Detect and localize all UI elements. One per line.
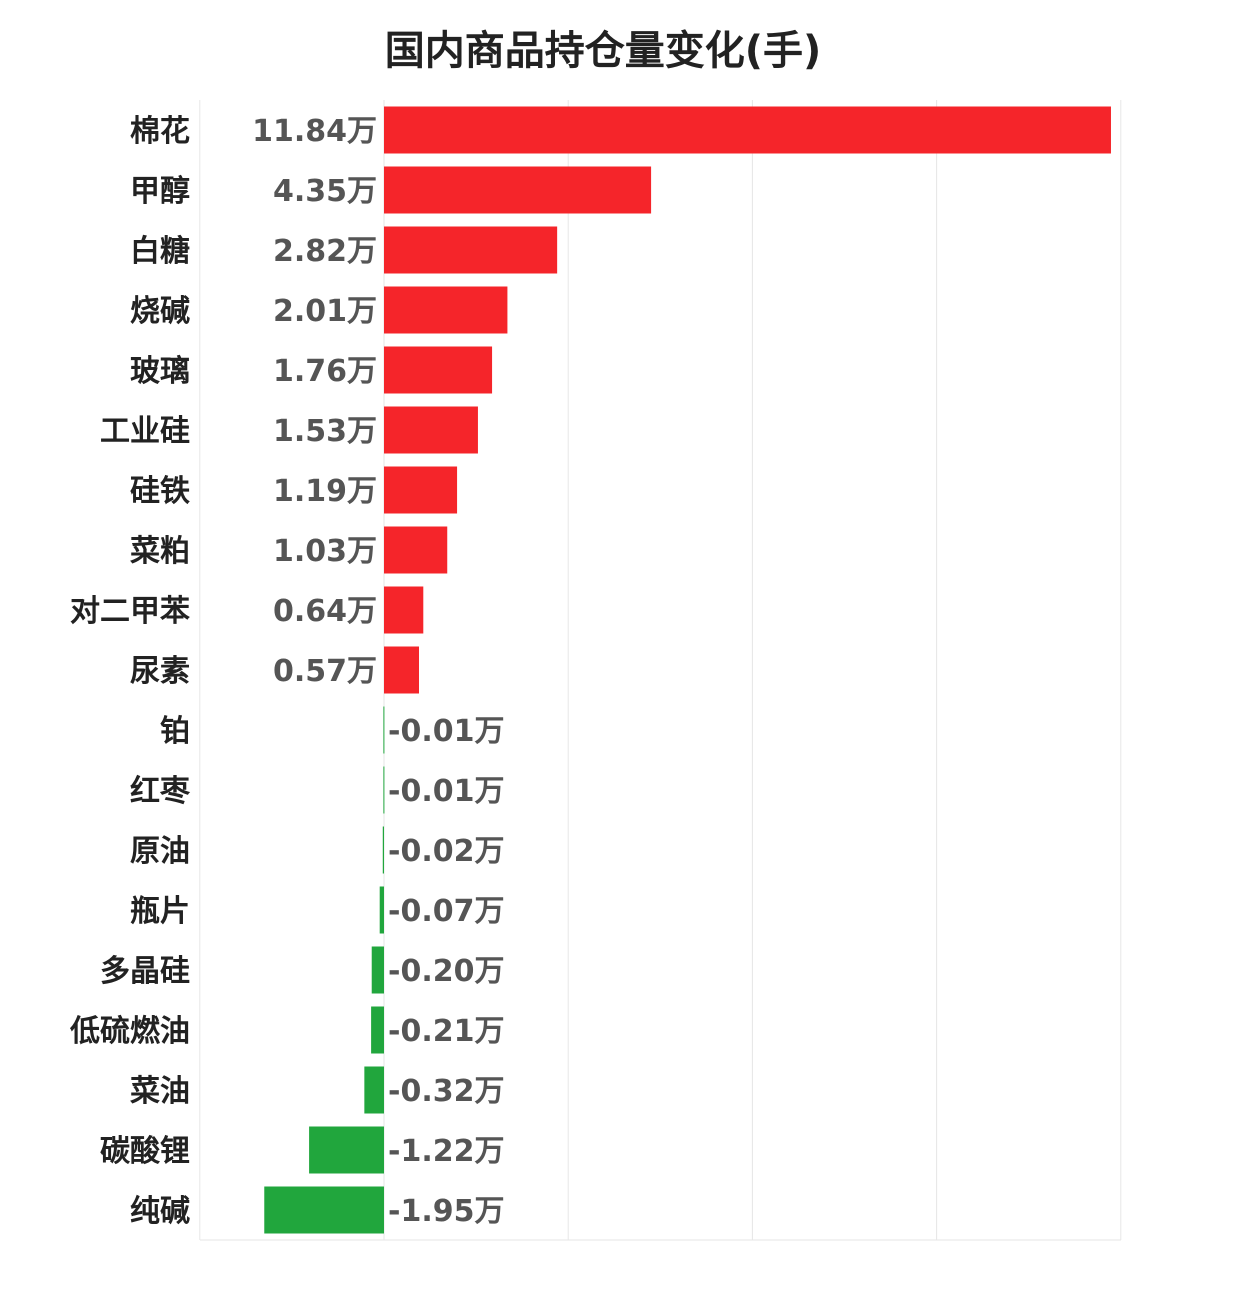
value-label: -0.20万 — [388, 954, 504, 989]
bar — [371, 1006, 384, 1054]
bar — [309, 1126, 384, 1174]
category-label: 红枣 — [130, 774, 191, 809]
category-label: 工业硅 — [100, 414, 190, 449]
bar — [383, 706, 385, 754]
category-label: 硅铁 — [130, 474, 190, 509]
bar — [384, 526, 448, 574]
category-label: 菜油 — [130, 1074, 190, 1109]
bars — [264, 106, 1111, 1234]
bar — [384, 226, 558, 274]
category-label: 瓶片 — [130, 894, 190, 929]
value-label: -0.21万 — [388, 1014, 504, 1049]
bar — [384, 586, 424, 634]
category-label: 多晶硅 — [100, 954, 190, 989]
bar — [364, 1066, 384, 1114]
value-label: 4.35万 — [273, 174, 377, 209]
value-label: -1.95万 — [388, 1194, 504, 1229]
value-label: 2.01万 — [273, 294, 377, 329]
category-label: 原油 — [130, 834, 190, 869]
bar — [384, 166, 652, 214]
value-label: 11.84万 — [252, 114, 377, 149]
chart-title: 国内商品持仓量变化(手) — [384, 28, 822, 74]
value-label: 1.76万 — [273, 354, 377, 389]
bar — [384, 466, 458, 514]
category-label: 铂 — [160, 714, 190, 749]
value-label: 0.57万 — [273, 654, 377, 689]
category-label: 菜粕 — [130, 534, 190, 569]
category-label: 烧碱 — [130, 294, 190, 329]
value-label: 2.82万 — [273, 234, 377, 269]
value-label: 1.53万 — [273, 414, 377, 449]
category-label: 白糖 — [130, 234, 190, 269]
value-label: -0.32万 — [388, 1074, 504, 1109]
value-label: 0.64万 — [273, 594, 377, 629]
value-label: -0.02万 — [388, 834, 504, 869]
category-label: 碳酸锂 — [100, 1134, 190, 1169]
value-label: -0.07万 — [388, 894, 504, 929]
bar — [382, 826, 384, 874]
bar — [384, 406, 478, 454]
bar — [384, 106, 1111, 154]
category-label: 甲醇 — [130, 174, 190, 209]
value-label: -1.22万 — [388, 1134, 504, 1169]
bar — [383, 766, 385, 814]
bar — [264, 1186, 384, 1234]
category-label: 低硫燃油 — [69, 1014, 190, 1049]
value-label: -0.01万 — [388, 774, 504, 809]
category-label: 尿素 — [130, 654, 190, 689]
bar — [384, 646, 419, 694]
value-label: 1.19万 — [273, 474, 377, 509]
bar — [384, 346, 493, 394]
category-label: 玻璃 — [130, 354, 190, 389]
bar — [379, 886, 384, 934]
bar — [371, 946, 384, 994]
category-label: 棉花 — [130, 114, 190, 149]
category-label: 对二甲苯 — [70, 594, 190, 629]
bar — [384, 286, 508, 334]
value-label: 1.03万 — [273, 534, 377, 569]
value-label: -0.01万 — [388, 714, 504, 749]
category-label: 纯碱 — [130, 1194, 190, 1229]
